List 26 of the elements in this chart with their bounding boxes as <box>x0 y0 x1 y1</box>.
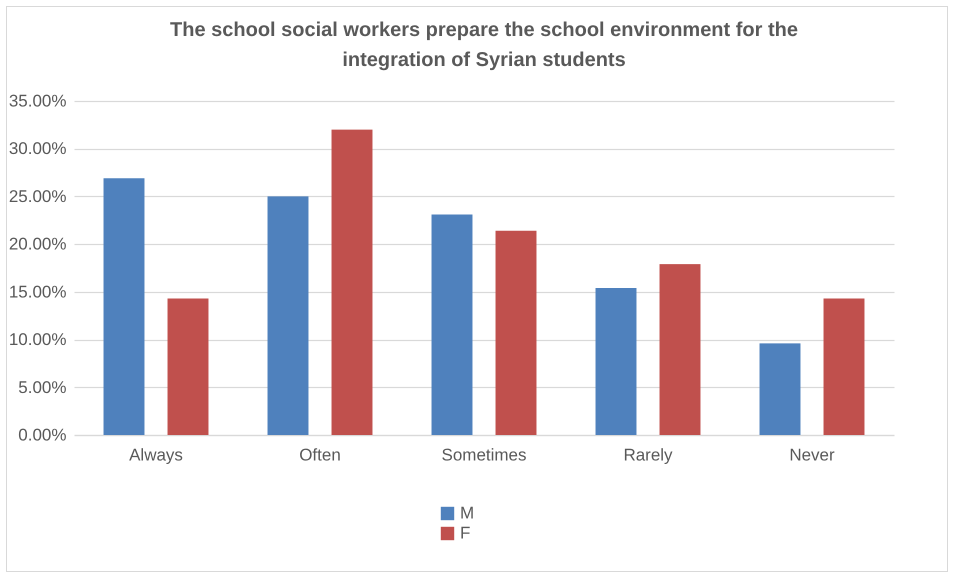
x-tick-label: Sometimes <box>441 446 527 464</box>
bar <box>824 298 864 435</box>
bar <box>332 130 372 435</box>
x-tick-label: Often <box>299 446 341 464</box>
legend-label: M <box>460 504 474 522</box>
y-tick-label: 15.00% <box>8 282 66 302</box>
y-tick-label: 0.00% <box>18 426 66 444</box>
y-tick-label: 25.00% <box>8 186 66 206</box>
bar <box>168 298 208 435</box>
y-tick-label: 10.00% <box>8 330 66 350</box>
bar <box>432 214 472 435</box>
chart-title: The school social workers prepare the school environment for the integration of Syrian students <box>170 19 798 71</box>
y-tick-label: 35.00% <box>8 92 66 110</box>
x-tick-label: Never <box>789 446 836 464</box>
bar <box>660 264 700 435</box>
y-tick-label: 5.00% <box>18 378 66 397</box>
bar <box>104 178 144 435</box>
legend-label: F <box>460 524 470 542</box>
bar <box>496 230 536 435</box>
bar <box>596 288 636 435</box>
y-tick-label: 20.00% <box>8 234 66 254</box>
bar <box>268 196 308 435</box>
y-tick-label: 30.00% <box>8 139 66 158</box>
x-tick-label: Always <box>129 446 183 464</box>
x-tick-label: Rarely <box>623 446 674 464</box>
bar <box>760 343 800 435</box>
